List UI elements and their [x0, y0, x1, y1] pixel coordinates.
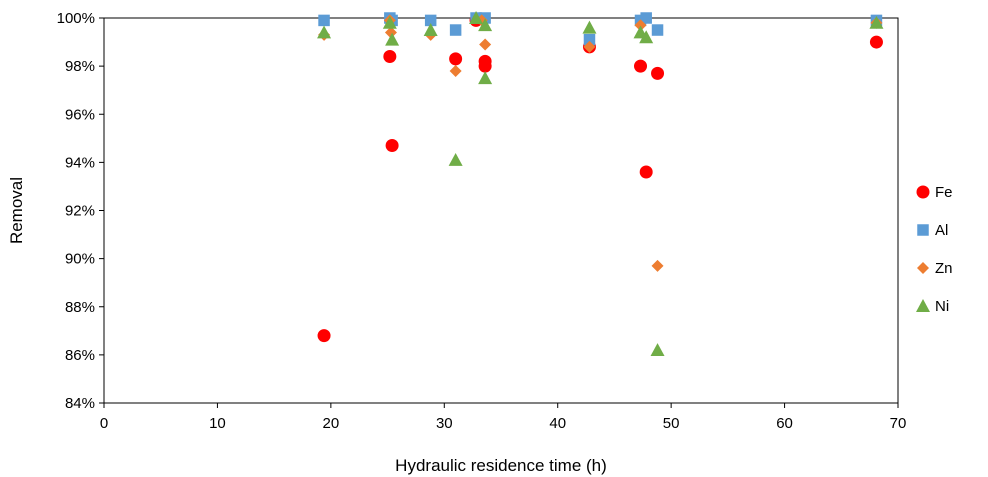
- series-ni: [317, 11, 884, 357]
- legend-marker-al: [917, 224, 929, 236]
- data-point-ni: [317, 25, 332, 39]
- legend-marker-ni: [916, 299, 930, 312]
- data-point-fe: [869, 35, 883, 49]
- data-point-zn: [651, 259, 664, 272]
- data-point-al: [449, 24, 462, 36]
- data-point-fe: [317, 329, 331, 343]
- x-tick-label: 40: [549, 415, 566, 432]
- y-tick-label: 88%: [65, 299, 95, 316]
- x-tick-label: 0: [100, 415, 108, 432]
- data-point-al: [651, 24, 664, 36]
- data-point-fe: [478, 59, 492, 73]
- data-point-ni: [423, 23, 438, 36]
- x-tick-label: 60: [776, 415, 793, 432]
- series-al: [318, 12, 883, 46]
- x-tick-label: 10: [209, 415, 226, 432]
- legend-label-zn: Zn: [935, 260, 953, 277]
- data-points: [317, 11, 884, 357]
- data-point-al: [424, 14, 437, 27]
- y-axis-title: Removal: [7, 177, 26, 244]
- data-point-fe: [385, 139, 399, 153]
- data-point-zn: [634, 19, 647, 32]
- y-tick-label: 96%: [65, 106, 95, 123]
- legend-label-al: Al: [935, 222, 948, 239]
- y-tick-label: 84%: [65, 395, 95, 412]
- y-tick-label: 98%: [65, 58, 95, 75]
- data-point-zn: [384, 26, 397, 39]
- data-point-zn: [449, 64, 462, 77]
- axes: 0 10 20 30 40 50 60 70 84% 86% 88% 90% 92% 94% 96% 98% 1…: [57, 10, 907, 432]
- series-fe: [317, 13, 883, 343]
- data-point-ni: [385, 32, 400, 46]
- legend-label-ni: Ni: [935, 298, 949, 315]
- data-point-fe: [383, 50, 397, 63]
- plot-area-frame: [103, 17, 899, 404]
- legend: Fe Al Zn Ni: [916, 184, 953, 315]
- data-point-ni: [869, 15, 884, 29]
- series-zn: [318, 14, 883, 272]
- data-point-ni: [582, 20, 597, 34]
- legend-marker-zn: [917, 262, 929, 274]
- data-point-fe: [639, 165, 653, 179]
- data-point-zn: [583, 40, 596, 53]
- y-tick-label: 92%: [65, 203, 95, 220]
- y-tick-label: 94%: [65, 154, 95, 171]
- data-point-fe: [449, 52, 463, 66]
- data-point-ni: [478, 71, 493, 85]
- x-axis-title: Hydraulic residence time (h): [395, 456, 607, 475]
- legend-marker-fe: [916, 185, 930, 199]
- data-point-fe: [634, 59, 648, 73]
- data-point-ni: [478, 18, 493, 32]
- x-tick-label: 20: [323, 415, 340, 432]
- data-point-ni: [650, 343, 665, 357]
- y-tick-label: 100%: [57, 10, 95, 27]
- data-point-al: [583, 33, 596, 46]
- data-point-zn: [479, 38, 492, 51]
- y-tick-label: 86%: [65, 347, 95, 364]
- data-point-al: [640, 12, 652, 24]
- legend-label-fe: Fe: [935, 184, 953, 201]
- x-tick-label: 30: [436, 415, 453, 432]
- data-point-fe: [651, 66, 665, 80]
- data-point-al: [318, 14, 330, 27]
- data-point-ni: [469, 11, 484, 24]
- x-tick-label: 70: [890, 415, 907, 432]
- data-point-ni: [639, 30, 654, 44]
- y-tick-label: 90%: [65, 251, 95, 268]
- x-tick-label: 50: [663, 415, 680, 432]
- data-point-ni: [382, 15, 397, 29]
- data-point-ni: [448, 152, 463, 166]
